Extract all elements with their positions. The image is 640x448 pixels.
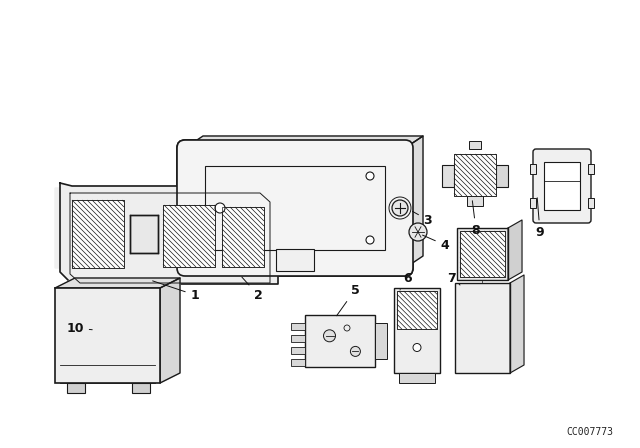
Circle shape xyxy=(366,172,374,180)
Bar xyxy=(291,359,305,366)
Text: 1: 1 xyxy=(152,281,200,302)
Text: 4: 4 xyxy=(422,235,449,251)
Circle shape xyxy=(392,200,408,216)
Circle shape xyxy=(409,223,427,241)
Bar xyxy=(394,288,440,373)
Bar xyxy=(460,231,505,277)
Bar xyxy=(399,373,435,383)
Bar xyxy=(496,165,508,187)
Bar xyxy=(530,164,536,174)
Text: 2: 2 xyxy=(242,277,262,302)
Bar xyxy=(72,200,124,268)
Bar xyxy=(291,347,305,354)
Bar xyxy=(291,323,305,330)
Bar xyxy=(305,315,375,367)
Bar xyxy=(132,383,150,393)
Bar xyxy=(544,162,580,210)
Text: 9: 9 xyxy=(536,198,544,238)
Bar xyxy=(222,207,264,267)
Bar xyxy=(291,335,305,342)
Bar xyxy=(222,207,264,267)
Bar xyxy=(163,205,215,267)
Bar xyxy=(469,141,481,149)
Circle shape xyxy=(215,203,225,213)
FancyBboxPatch shape xyxy=(177,140,413,276)
Bar xyxy=(460,231,505,277)
Bar xyxy=(375,323,387,359)
Bar xyxy=(455,283,510,373)
Bar xyxy=(163,205,215,267)
Polygon shape xyxy=(405,136,423,268)
Bar xyxy=(588,164,594,174)
Polygon shape xyxy=(55,278,180,288)
Circle shape xyxy=(323,330,335,342)
FancyBboxPatch shape xyxy=(177,140,413,276)
Bar xyxy=(588,198,594,208)
Bar xyxy=(67,383,85,393)
Bar xyxy=(397,291,437,329)
Bar xyxy=(72,200,124,268)
Bar xyxy=(454,154,496,196)
FancyBboxPatch shape xyxy=(533,149,591,223)
Polygon shape xyxy=(510,275,524,373)
Bar xyxy=(467,196,483,206)
Text: 5: 5 xyxy=(337,284,360,316)
Text: CC007773: CC007773 xyxy=(566,427,614,437)
Bar xyxy=(397,291,437,329)
Bar xyxy=(457,228,508,280)
Polygon shape xyxy=(60,183,278,284)
Circle shape xyxy=(366,236,374,244)
Bar xyxy=(276,249,314,271)
Text: 3: 3 xyxy=(412,211,432,227)
Bar xyxy=(55,288,160,383)
Circle shape xyxy=(413,344,421,352)
Circle shape xyxy=(351,346,360,357)
Text: 10: 10 xyxy=(67,322,92,335)
Polygon shape xyxy=(55,188,280,268)
Bar xyxy=(530,198,536,208)
Text: 8: 8 xyxy=(472,201,480,237)
Text: 6: 6 xyxy=(400,271,412,290)
Polygon shape xyxy=(185,136,423,148)
Polygon shape xyxy=(160,278,180,383)
Bar xyxy=(454,154,496,196)
Bar xyxy=(442,165,454,187)
Polygon shape xyxy=(508,220,522,280)
Text: 7: 7 xyxy=(447,271,460,285)
Bar xyxy=(205,166,385,250)
Bar xyxy=(130,215,158,253)
